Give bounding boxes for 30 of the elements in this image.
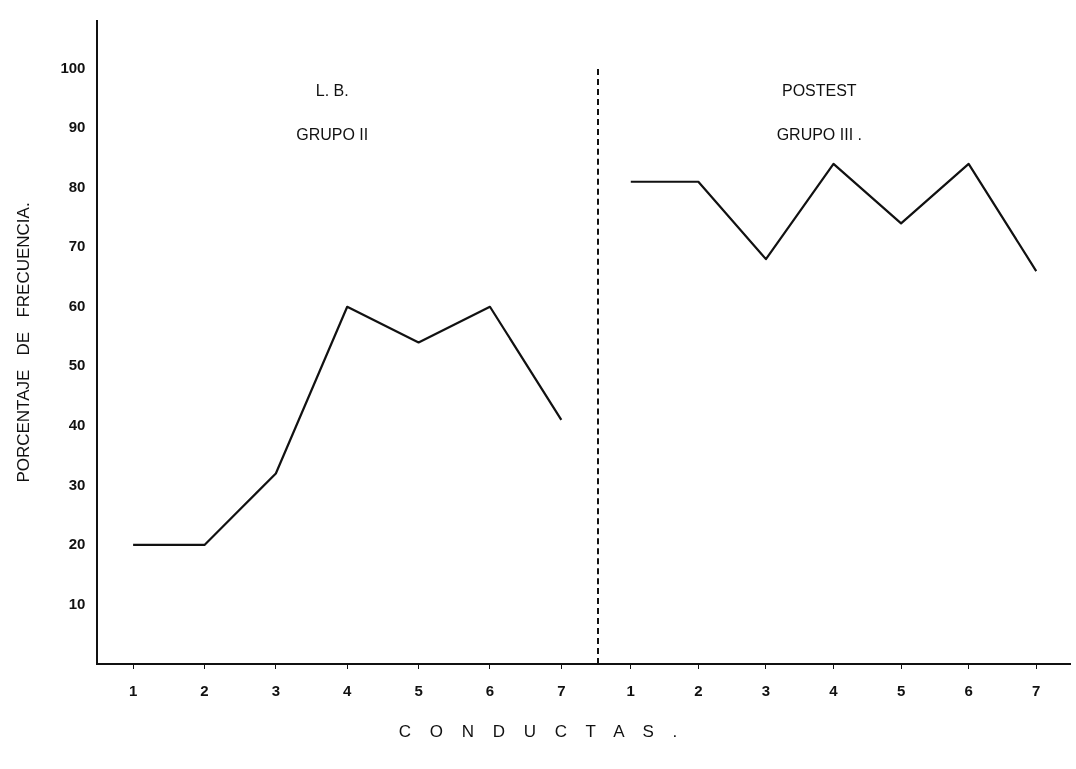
annotation: GRUPO II bbox=[296, 126, 369, 144]
x-tick-label: 2 bbox=[200, 682, 209, 700]
y-axis-title: PORCENTAJE DE FRECUENCIA. bbox=[13, 202, 33, 483]
x-tick-label: 3 bbox=[271, 682, 281, 700]
x-tick-label: 7 bbox=[557, 682, 566, 700]
y-tick-label: 20 bbox=[68, 535, 86, 553]
y-tick-label: 30 bbox=[68, 475, 86, 493]
y-tick-label: 90 bbox=[68, 118, 86, 136]
x-tick-label: 5 bbox=[896, 682, 906, 700]
x-tick-label: 5 bbox=[414, 682, 423, 700]
x-tick-label: 7 bbox=[1032, 682, 1041, 700]
y-tick-label: 80 bbox=[68, 177, 86, 195]
y-tick-label: 40 bbox=[68, 415, 86, 433]
annotation: L. B. bbox=[315, 82, 349, 100]
y-tick-label: 50 bbox=[68, 356, 86, 374]
x-axis-title: C O N D U C T A S . bbox=[397, 722, 679, 742]
x-tick-label: 4 bbox=[829, 682, 839, 700]
x-tick-label: 2 bbox=[694, 682, 703, 700]
x-tick-label: 6 bbox=[485, 682, 495, 700]
y-tick-label: 10 bbox=[68, 594, 86, 612]
x-tick-label: 3 bbox=[761, 682, 771, 700]
y-tick-label: 60 bbox=[68, 296, 86, 314]
annotation: GRUPO III . bbox=[776, 126, 862, 144]
x-tick-label: 4 bbox=[343, 682, 353, 700]
x-tick-label: 6 bbox=[964, 682, 973, 700]
y-tick-label: 100 bbox=[60, 58, 86, 76]
y-tick-label: 70 bbox=[68, 237, 86, 255]
annotation: POSTEST bbox=[781, 82, 857, 100]
x-tick-label: 1 bbox=[128, 682, 138, 700]
x-tick-label: 1 bbox=[626, 682, 635, 700]
